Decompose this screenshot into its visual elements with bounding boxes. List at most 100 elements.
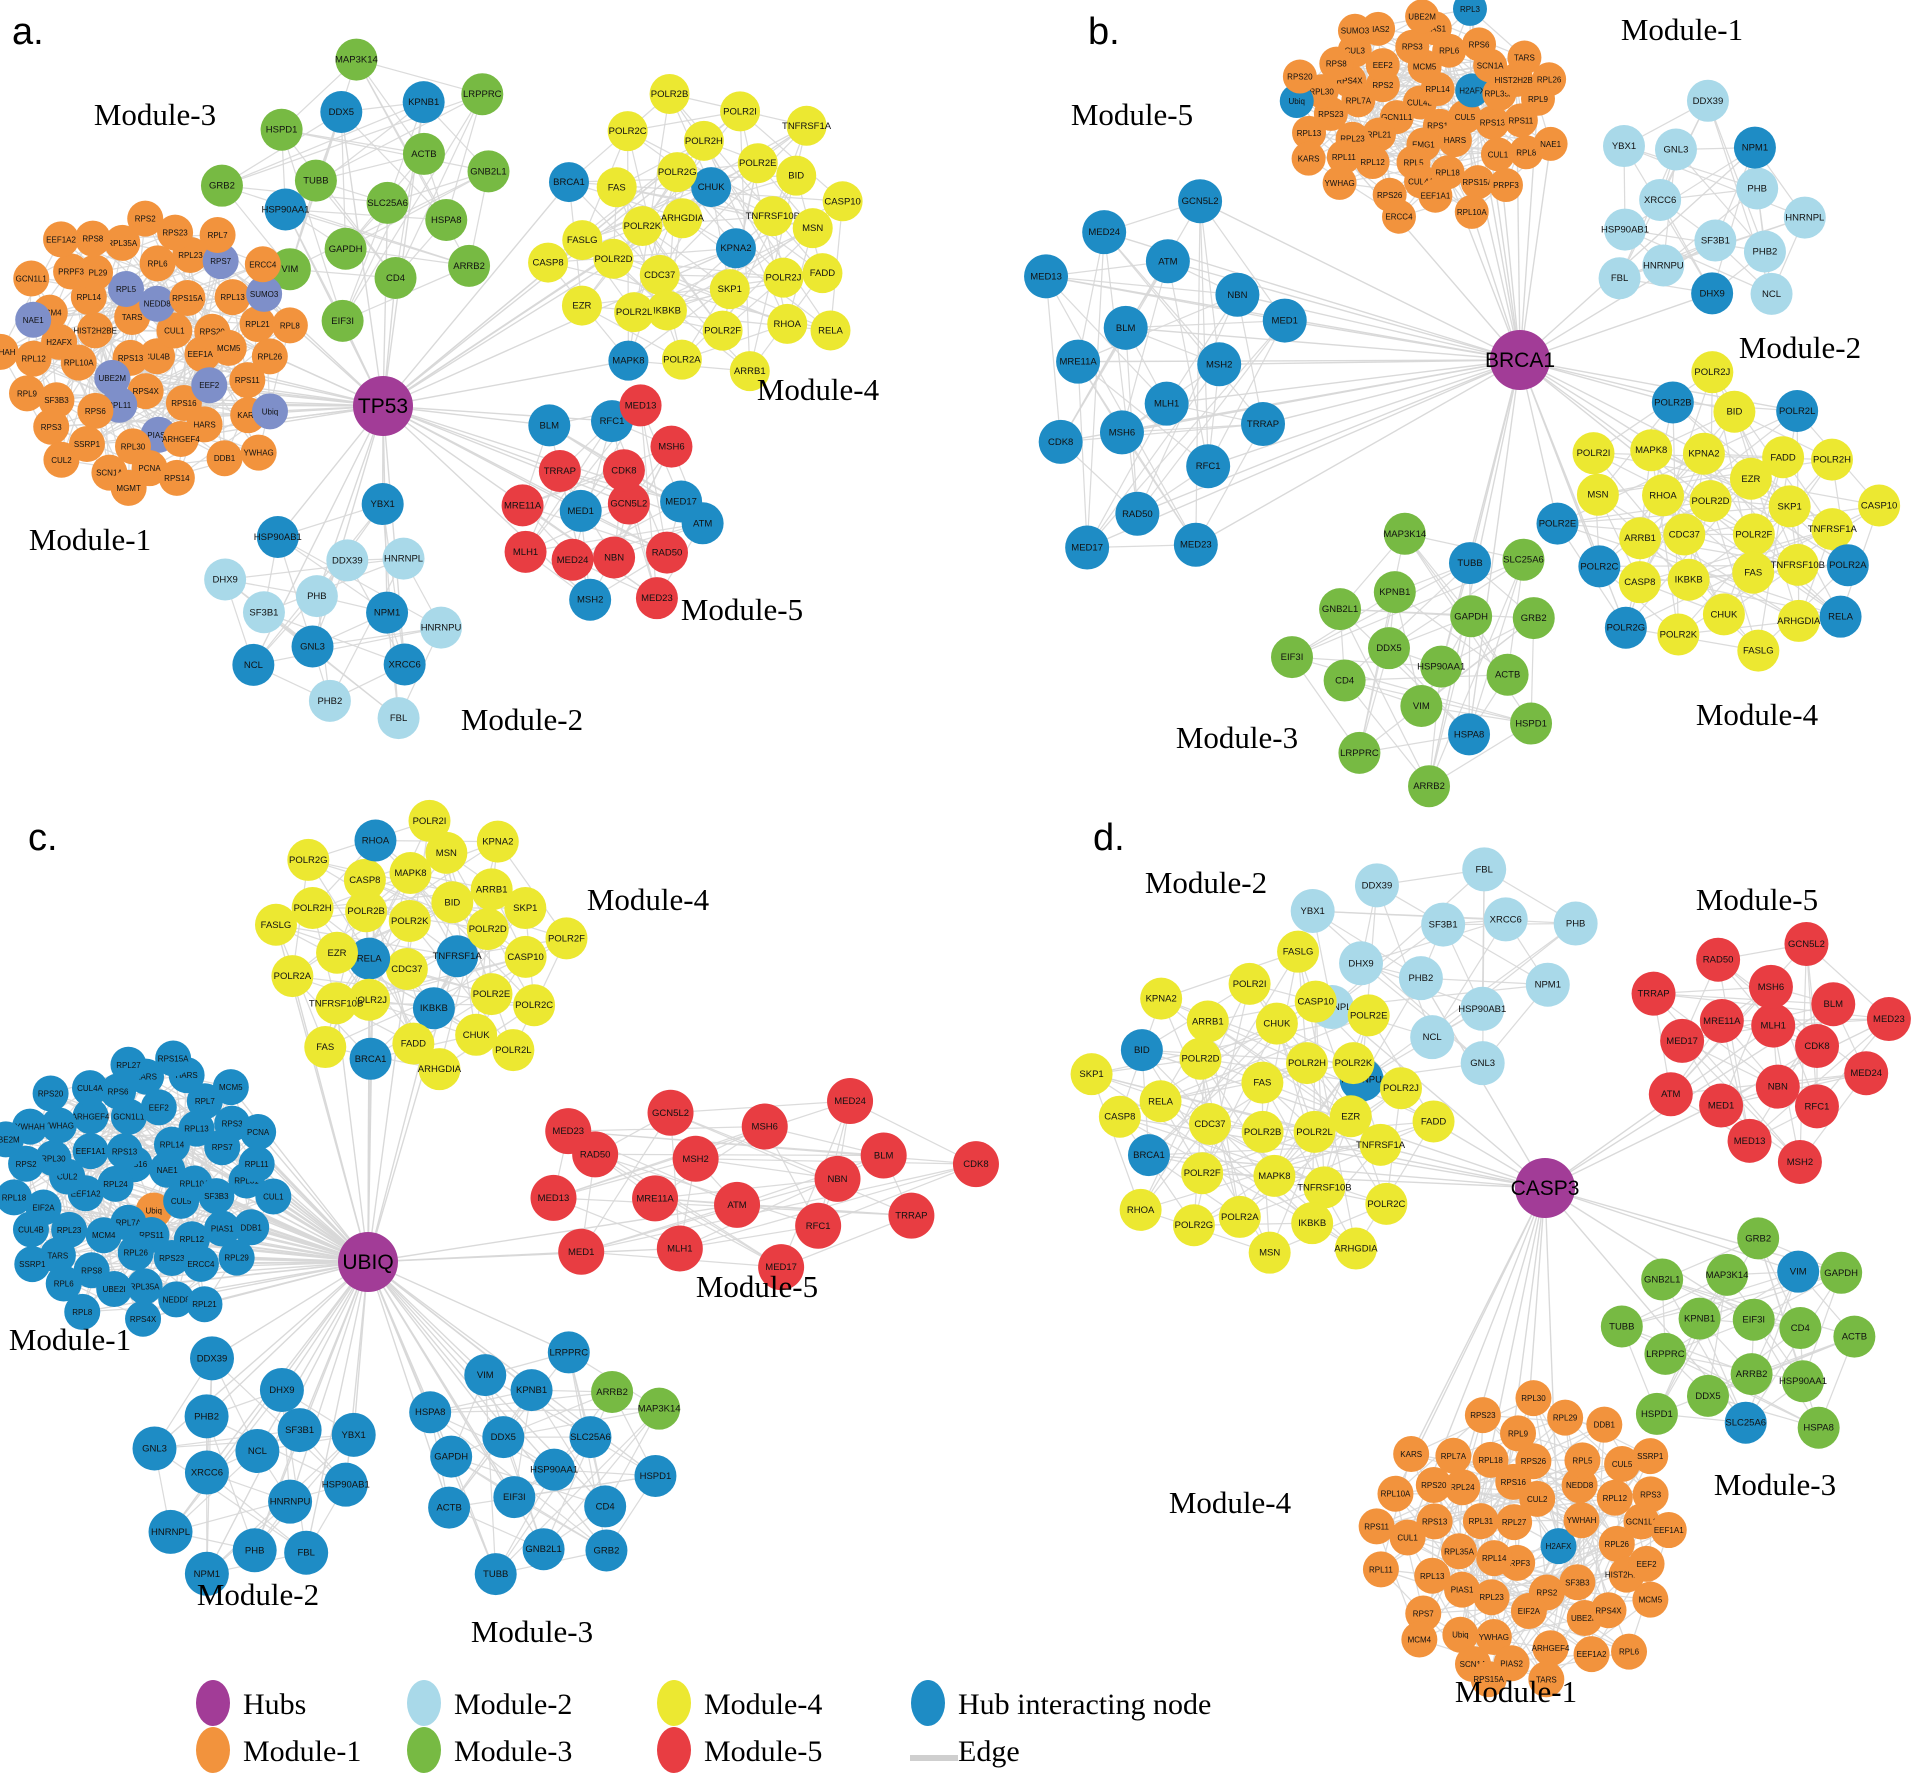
network-edge	[1745, 1271, 1799, 1423]
node-label-H2AFX: H2AFX	[1546, 1542, 1572, 1551]
network-edge	[1195, 423, 1264, 546]
node-label-HSPA8: HSPA8	[1454, 729, 1484, 740]
network-node-POLR2E	[1347, 994, 1390, 1037]
node-label-POLR2C: POLR2C	[1367, 1199, 1405, 1210]
network-edge	[1621, 1271, 1799, 1328]
network-edge	[1103, 232, 1138, 514]
node-label-POLR2E: POLR2E	[1350, 1010, 1388, 1021]
network-node-RPL5	[1564, 1442, 1601, 1479]
network-node-POLR2A	[1826, 544, 1869, 587]
network-node-HSP90AA1	[1420, 645, 1463, 688]
network-node-PRPF3	[1488, 168, 1523, 203]
network-node-H2AFX	[1540, 1528, 1577, 1565]
network-node-ARHGEF4	[162, 421, 199, 458]
node-label-NBN: NBN	[827, 1174, 847, 1185]
node-label-PIAS2: PIAS2	[1367, 25, 1390, 34]
network-node-POLR2K	[388, 899, 431, 942]
node-label-RPL11: RPL11	[1332, 153, 1356, 162]
node-label-MED13: MED13	[1734, 1136, 1766, 1147]
network-node-MSN	[425, 831, 468, 874]
node-label-TUBB: TUBB	[483, 1569, 508, 1580]
network-edge	[659, 125, 808, 276]
node-label-MCM4: MCM4	[1408, 1636, 1432, 1645]
network-node-GCN5L2	[1784, 921, 1829, 966]
network-edge	[1621, 1325, 1752, 1375]
node-label-CUL1: CUL1	[164, 327, 185, 336]
node-label-GNL3: GNL3	[142, 1443, 167, 1454]
node-label-FASLG: FASLG	[1743, 646, 1774, 657]
network-edge	[1597, 494, 1800, 622]
node-label-RPL21: RPL21	[245, 320, 270, 329]
network-node-POLR2K	[1332, 1042, 1375, 1085]
network-node-PHB2	[184, 1394, 229, 1439]
network-node-PIAS1	[1444, 1571, 1481, 1608]
node-label-RPS2: RPS2	[135, 215, 156, 224]
network-node-RPL6	[1611, 1633, 1648, 1670]
node-label-ACTB: ACTB	[1495, 670, 1520, 681]
network-edge	[484, 1375, 497, 1575]
node-label-EIF3I: EIF3I	[1742, 1315, 1765, 1326]
network-edge	[1650, 449, 1790, 507]
network-node-XRCC6	[1639, 178, 1682, 221]
network-node-POLR2G	[287, 838, 330, 881]
node-label-UBE2M: UBE2M	[98, 374, 126, 383]
legend-swatch-Hub interacting node	[911, 1680, 945, 1726]
network-node-POLR2B	[345, 890, 388, 933]
node-label-DDX39: DDX39	[1362, 880, 1393, 891]
network-node-YWHAG	[240, 434, 277, 471]
node-label-MAP3K14: MAP3K14	[1706, 1270, 1749, 1281]
network-node-HSPD1	[260, 108, 303, 151]
network-node-CD4	[1323, 659, 1366, 702]
node-label-PRPF3: PRPF3	[1493, 181, 1519, 190]
node-label-LRPPRC: LRPPRC	[1646, 1349, 1685, 1360]
module-label-b-module2: Module-2	[1739, 330, 1861, 365]
network-node-BID	[431, 881, 474, 924]
node-label-RFC1: RFC1	[1805, 1101, 1830, 1112]
network-node-FBL	[1462, 847, 1507, 892]
node-label-RPS2: RPS2	[16, 1160, 37, 1169]
network-node-FBL	[1598, 257, 1641, 300]
node-label-GRB2: GRB2	[1521, 613, 1547, 624]
network-node-MCM5	[210, 329, 247, 366]
network-node-RPL26	[1532, 62, 1567, 97]
node-label-SSRP1: SSRP1	[1637, 1452, 1664, 1461]
node-label-EEF2: EEF2	[1637, 1560, 1658, 1569]
legend-label-Module-5: Module-5	[704, 1735, 822, 1768]
hub-edge	[1284, 319, 1521, 361]
node-label-RPL27: RPL27	[116, 1061, 141, 1070]
node-label-TARS: TARS	[122, 313, 143, 322]
network-node-RAD50	[1696, 937, 1741, 982]
network-node-RPL11	[1362, 1551, 1399, 1588]
network-node-H2AFX	[1455, 73, 1490, 108]
network-node-Ubiq	[251, 393, 288, 430]
node-label-EEF1A1: EEF1A1	[1654, 1526, 1684, 1535]
node-label-NEDD8: NEDD8	[1566, 1481, 1594, 1490]
node-label-EZR: EZR	[328, 948, 347, 959]
legend-swatch-Module-5	[657, 1727, 691, 1773]
network-edge	[1331, 924, 1444, 1008]
node-label-RPS15A: RPS15A	[158, 1054, 189, 1063]
node-label-RPS2: RPS2	[1536, 1589, 1557, 1598]
network-node-DDX39	[1686, 79, 1729, 122]
node-label-RPL13: RPL13	[1420, 1572, 1445, 1581]
network-node-MSH6	[741, 1103, 788, 1150]
network-node-SF3B1	[242, 591, 285, 634]
network-edge	[594, 1153, 819, 1227]
network-node-PRPF3	[53, 253, 90, 290]
node-label-ACTB: ACTB	[436, 1503, 461, 1514]
node-label-RELA: RELA	[1828, 612, 1853, 623]
network-node-GNL3	[132, 1426, 177, 1471]
node-label-POLR2E: POLR2E	[739, 158, 777, 169]
node-label-MED1: MED1	[1708, 1101, 1734, 1112]
node-label-ATM: ATM	[1661, 1089, 1680, 1100]
node-label-POLR2G: POLR2G	[1607, 623, 1646, 634]
network-node-FAS	[1732, 551, 1775, 594]
node-label-HARS: HARS	[1444, 136, 1466, 145]
network-node-TUBB	[294, 159, 337, 202]
node-label-MED1: MED1	[568, 506, 594, 517]
hub-edge	[382, 405, 613, 422]
node-label-MED13: MED13	[1030, 271, 1062, 282]
network-node-ARHGDIA	[1334, 1227, 1377, 1270]
network-node-POLR2L	[492, 1029, 535, 1072]
network-node-RPL21	[239, 305, 276, 342]
